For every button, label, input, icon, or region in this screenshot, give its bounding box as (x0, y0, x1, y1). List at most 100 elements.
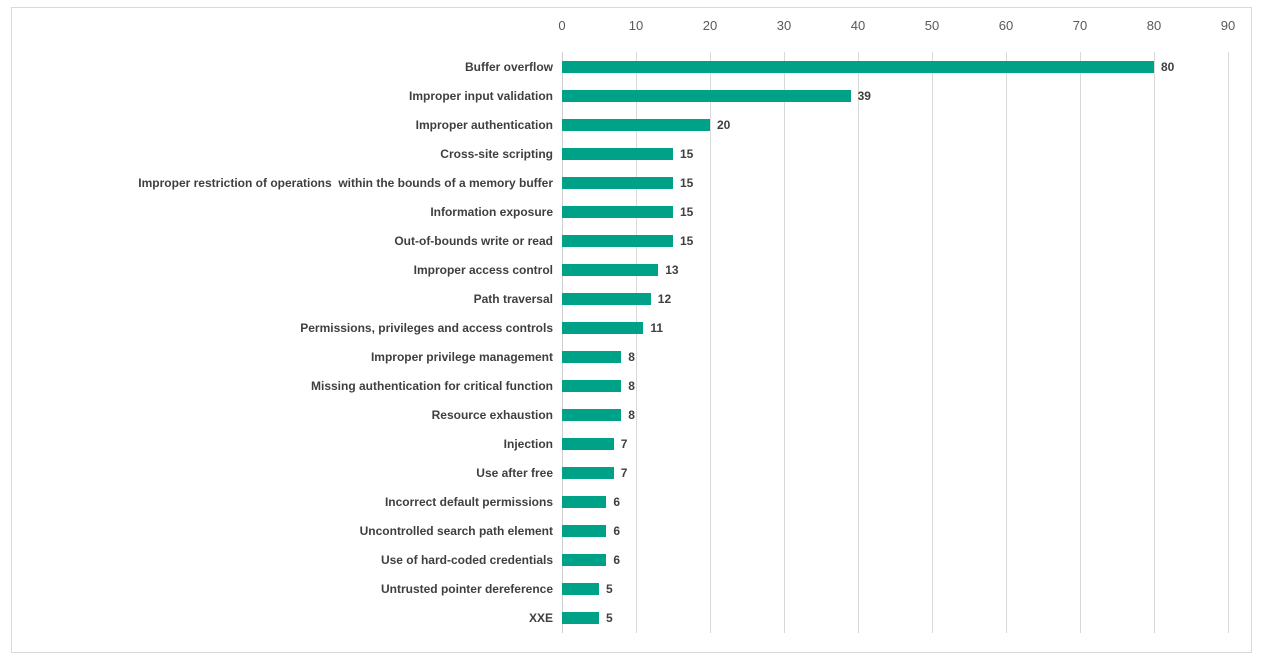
bar-row: Missing authentication for critical func… (12, 372, 1251, 401)
bar-track: 80 (562, 52, 1228, 81)
bar-track: 11 (562, 313, 1228, 342)
bar-row: Out-of-bounds write or read 15 (12, 226, 1251, 255)
bar-track: 15 (562, 197, 1228, 226)
bar-track: 13 (562, 255, 1228, 284)
bar-track: 5 (562, 575, 1228, 604)
category-label: Missing authentication for critical func… (310, 379, 553, 394)
category-label: Use of hard-coded credentials (380, 553, 553, 568)
bar-value-label: 20 (716, 117, 731, 132)
bar-value-label: 39 (857, 88, 871, 103)
bar-track: 15 (562, 139, 1228, 168)
bar (562, 467, 614, 480)
bar-track: 6 (562, 517, 1228, 546)
category-label: Untrusted pointer dereference (380, 582, 553, 597)
bar-value-label: 15 (680, 146, 694, 161)
category-label: Improper authentication (415, 117, 553, 132)
bar-value-label: 8 (628, 408, 635, 423)
bar-row: Untrusted pointer dereference 5 (12, 575, 1251, 604)
bar-value-label: 7 (620, 466, 628, 481)
bar-value-label: 6 (613, 495, 621, 510)
bar-track: 12 (562, 284, 1228, 313)
category-label: Information exposure (430, 204, 553, 219)
bar-row: Uncontrolled search path element 6 (12, 517, 1251, 546)
category-label: Injection (503, 437, 553, 452)
bar-track: 5 (562, 604, 1228, 633)
chart-frame: 0 10 20 30 40 50 60 70 80 90 Buffer overflow 80 Imp… (11, 7, 1252, 653)
bar-row: Improper restriction of operations withi… (12, 168, 1251, 197)
bar (562, 234, 673, 247)
bar-row: Cross-site scripting 15 (12, 139, 1251, 168)
bar-value-label: 6 (613, 524, 621, 539)
bar-value-label: 15 (680, 233, 694, 248)
bar-rows: Buffer overflow 80 Improper input validati… (12, 52, 1251, 633)
bar-track: 20 (562, 110, 1228, 139)
gridline (1080, 52, 1081, 633)
category-label: Out-of-bounds write or read (394, 233, 553, 248)
gridline (1228, 52, 1229, 633)
bar-track: 6 (562, 488, 1228, 517)
bar (562, 583, 599, 596)
gridline (857, 52, 859, 633)
bar-track: 7 (562, 430, 1228, 459)
x-axis-ticks: 0 10 20 30 40 50 60 70 80 90 (558, 16, 1235, 38)
x-tick-label: 70 (1072, 18, 1088, 33)
gridline (1153, 52, 1155, 633)
category-label: Improper privilege management (370, 349, 553, 364)
category-label: Incorrect default permissions (384, 495, 553, 510)
x-tick-label: 80 (1146, 18, 1162, 33)
bar (562, 292, 651, 305)
bar-value-label: 5 (605, 611, 613, 626)
bar-row: Incorrect default permissions 6 (12, 488, 1251, 517)
category-label: Improper input validation (408, 88, 553, 103)
bar-value-label: 5 (605, 582, 613, 597)
category-label: Resource exhaustion (431, 408, 553, 423)
x-tick-label: 60 (998, 18, 1014, 33)
bar-row: Path traversal 12 (12, 284, 1251, 313)
bar-row: Improper access control 13 (12, 255, 1251, 284)
x-tick-label: 90 (1220, 18, 1236, 33)
bar (562, 205, 673, 218)
bar (562, 118, 710, 131)
gridline (635, 52, 637, 633)
category-label: Improper access control (413, 262, 553, 277)
bar-track: 7 (562, 459, 1228, 488)
value-axis-line (562, 52, 563, 633)
bar-value-label: 7 (620, 437, 628, 452)
bar (562, 89, 851, 102)
bar-value-label: 80 (1160, 59, 1175, 74)
bar (562, 350, 622, 363)
bar-value-label: 8 (628, 349, 635, 364)
category-label: Cross-site scripting (440, 146, 553, 161)
gridline (709, 52, 711, 633)
bar-value-label: 6 (613, 553, 621, 568)
bar (562, 525, 607, 538)
bar-row: Improper privilege management 8 (12, 342, 1251, 371)
bar-value-label: 13 (665, 262, 679, 277)
bar (562, 321, 644, 334)
bar-track: 15 (562, 168, 1228, 197)
bar (562, 176, 673, 189)
bar-track: 15 (562, 226, 1228, 255)
bar-row: XXE 5 (12, 604, 1251, 633)
bar (562, 263, 659, 276)
category-label: Uncontrolled search path element (359, 524, 553, 539)
category-label: Buffer overflow (464, 59, 553, 74)
bar-track: 8 (562, 372, 1228, 401)
gridline (1006, 52, 1007, 633)
x-tick-label: 0 (558, 18, 566, 33)
x-tick-label: 20 (702, 18, 718, 33)
bar-row: Improper input validation 39 (12, 81, 1251, 110)
bar-track: 8 (562, 401, 1228, 430)
gridline (932, 52, 933, 633)
bar (562, 496, 607, 509)
bar (562, 438, 614, 451)
bar-row: Buffer overflow 80 (12, 52, 1251, 81)
bar (562, 380, 622, 393)
x-tick-label: 40 (850, 18, 866, 33)
bar-row: Information exposure 15 (12, 197, 1251, 226)
bar-value-label: 12 (657, 291, 672, 306)
bar-value-label: 8 (628, 379, 635, 394)
gridline (784, 52, 785, 633)
bar-row: Injection 7 (12, 430, 1251, 459)
bar-value-label: 11 (650, 320, 664, 335)
